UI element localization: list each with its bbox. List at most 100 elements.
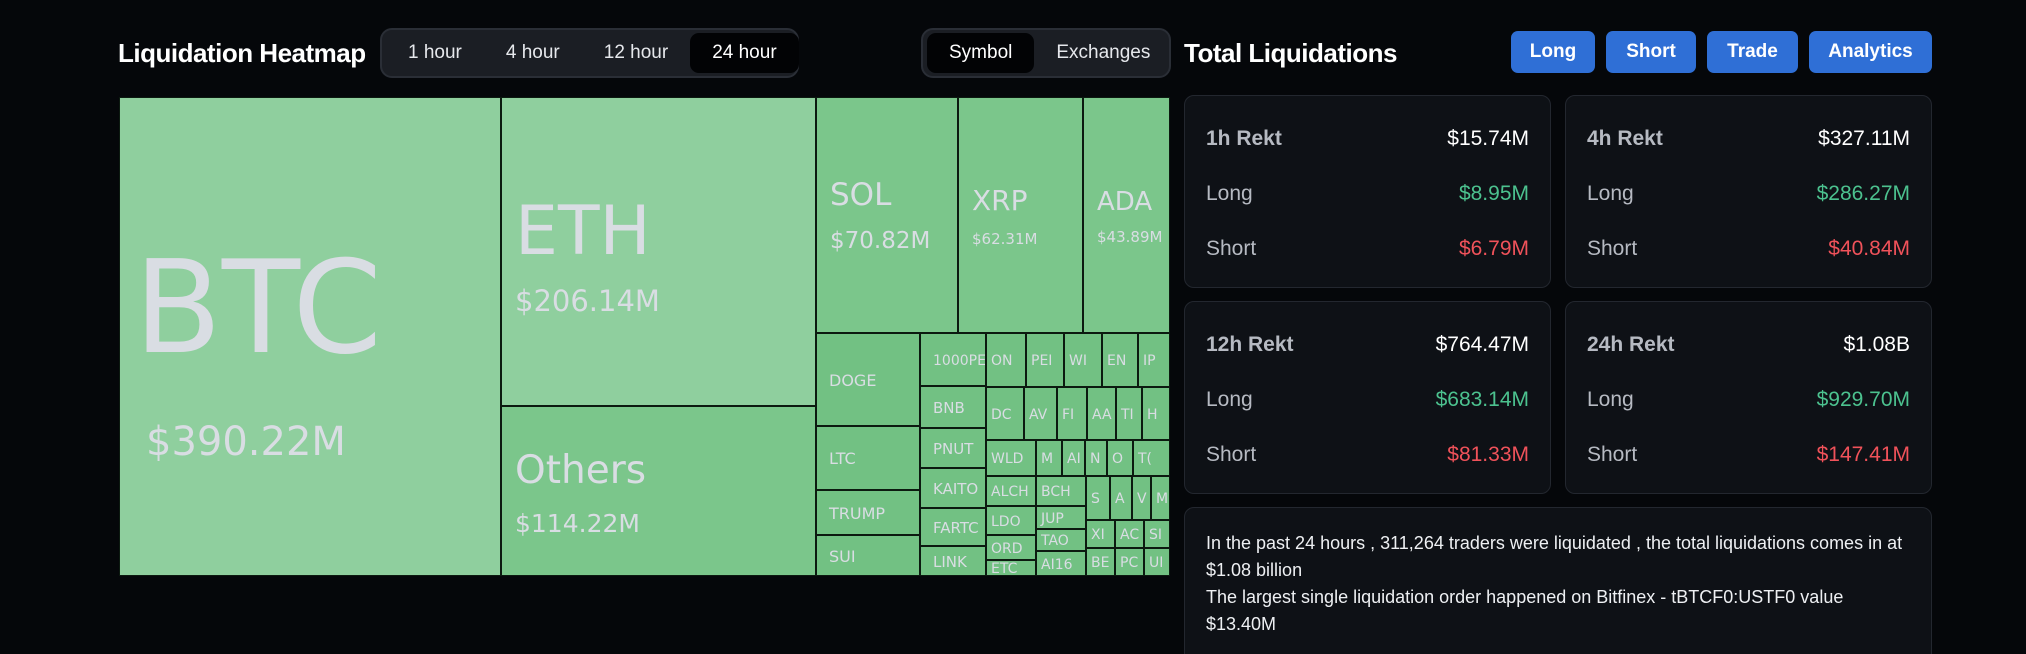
long-label: Long <box>1206 182 1253 205</box>
tile-value: $70.82M <box>830 228 931 254</box>
tile-xrp[interactable]: XRP $62.31M <box>958 97 1083 333</box>
tile-aa[interactable]: AA <box>1087 387 1116 440</box>
tile-symbol: T( <box>1138 451 1153 467</box>
tile-ord[interactable]: ORD <box>986 535 1036 560</box>
tile-ui[interactable]: UI <box>1144 548 1170 576</box>
short-value: $6.79M <box>1458 237 1529 260</box>
tile-symbol: PEI <box>1031 353 1053 369</box>
card-total: $327.11M <box>1818 127 1910 150</box>
tile-symbol: O <box>1112 451 1124 467</box>
view-selector: Symbol Exchanges <box>921 28 1171 78</box>
tile-alch[interactable]: ALCH <box>986 476 1036 506</box>
short-value: $40.84M <box>1828 237 1910 260</box>
tile-fartc[interactable]: FARTC <box>920 508 986 546</box>
tab-symbol[interactable]: Symbol <box>927 33 1035 73</box>
rekt-card-4h: 4h Rekt $327.11M Long $286.27M Short $40.84… <box>1565 95 1932 288</box>
trade-button[interactable]: Trade <box>1707 31 1798 73</box>
tile-m[interactable]: M <box>1036 440 1062 476</box>
tile-si[interactable]: SI <box>1144 520 1170 548</box>
tab-24-hour[interactable]: 24 hour <box>690 33 799 73</box>
tile-ti[interactable]: TI <box>1116 387 1142 440</box>
tile-s[interactable]: S <box>1086 476 1110 520</box>
tile-others[interactable]: Others $114.22M <box>501 406 816 576</box>
tile-symbol: 1000PE <box>933 352 986 369</box>
tile-symbol: AV <box>1029 406 1048 423</box>
tile-m[interactable]: M <box>1151 476 1170 520</box>
tile-trump[interactable]: TRUMP <box>816 490 920 535</box>
card-total: $15.74M <box>1447 127 1529 150</box>
tile-wld[interactable]: WLD <box>986 440 1036 476</box>
tile-o[interactable]: O <box>1107 440 1133 476</box>
tab-12-hour[interactable]: 12 hour <box>603 42 669 63</box>
tile-symbol: DC <box>991 406 1012 423</box>
liquidation-heatmap: BTC $390.22M ETH $206.14M Others $114.22… <box>119 97 1170 576</box>
liquidation-summary: In the past 24 hours , 311,264 traders w… <box>1184 507 1932 654</box>
tile-n[interactable]: N <box>1085 440 1107 476</box>
rekt-card-12h: 12h Rekt $764.47M Long $683.14M Short $81.3… <box>1184 301 1551 494</box>
tile-pei[interactable]: PEI <box>1026 333 1064 387</box>
tile-ai[interactable]: AI <box>1062 440 1085 476</box>
tile-symbol: AC <box>1120 527 1140 543</box>
tile-pc[interactable]: PC <box>1115 548 1144 576</box>
tile-kaito[interactable]: KAITO <box>920 468 986 508</box>
tile-eth[interactable]: ETH $206.14M <box>501 97 816 406</box>
tile-bch[interactable]: BCH <box>1036 476 1086 506</box>
tile-symbol: S <box>1091 491 1100 507</box>
tile-wi[interactable]: WI <box>1064 333 1102 387</box>
long-label: Long <box>1587 182 1634 205</box>
tile-h[interactable]: H <box>1142 387 1170 440</box>
short-label: Short <box>1587 443 1638 466</box>
long-button[interactable]: Long <box>1511 31 1595 73</box>
tile-btc[interactable]: BTC $390.22M <box>119 97 501 576</box>
tile-etc[interactable]: ETC <box>986 560 1036 576</box>
tile-symbol: LTC <box>829 449 856 468</box>
total-liquidations-title: Total Liquidations <box>1184 38 1397 68</box>
tile-fi[interactable]: FI <box>1057 387 1087 440</box>
tile-ac[interactable]: AC <box>1115 520 1144 548</box>
tile-symbol: ALCH <box>991 484 1029 500</box>
tile-ada[interactable]: ADA $43.89M <box>1083 97 1170 333</box>
tile-ai16[interactable]: AI16 <box>1036 551 1086 576</box>
tile-symbol: ORD <box>991 540 1023 557</box>
tile-ldo[interactable]: LDO <box>986 506 1036 535</box>
tile-ltc[interactable]: LTC <box>816 426 920 490</box>
tile-t[interactable]: T( <box>1133 440 1170 476</box>
short-label: Short <box>1206 443 1257 466</box>
tile-symbol: EN <box>1107 353 1127 369</box>
tile-symbol: WLD <box>991 451 1024 467</box>
tile-sol[interactable]: SOL $70.82M <box>816 97 958 333</box>
tile-pnut[interactable]: PNUT <box>920 428 986 468</box>
tile-bnb[interactable]: BNB <box>920 386 986 428</box>
tile-jup[interactable]: JUP <box>1036 506 1086 529</box>
tile-on[interactable]: ON <box>986 333 1026 387</box>
analytics-button[interactable]: Analytics <box>1809 31 1932 73</box>
tile-doge[interactable]: DOGE <box>816 333 920 426</box>
tile-tao[interactable]: TAO <box>1036 529 1086 551</box>
tab-4-hour[interactable]: 4 hour <box>505 42 560 63</box>
short-label: Short <box>1206 237 1257 260</box>
short-button[interactable]: Short <box>1606 31 1696 73</box>
tile-a[interactable]: A <box>1110 476 1132 520</box>
tile-en[interactable]: EN <box>1102 333 1138 387</box>
tile-ip[interactable]: IP <box>1138 333 1170 387</box>
tile-symbol: LINK <box>933 552 967 571</box>
tile-sui[interactable]: SUI <box>816 535 920 576</box>
card-total: $764.47M <box>1435 333 1529 356</box>
tab-1-hour[interactable]: 1 hour <box>408 42 462 63</box>
tile-symbol: DOGE <box>829 370 877 390</box>
tile-symbol: A <box>1115 491 1125 507</box>
rekt-card-1h: 1h Rekt $15.74M Long $8.95M Short $6.79M <box>1184 95 1551 288</box>
tile-symbol: TAO <box>1041 533 1069 549</box>
tile-av[interactable]: AV <box>1024 387 1057 440</box>
tile-be[interactable]: BE <box>1086 548 1115 576</box>
card-label: 1h Rekt <box>1206 127 1282 150</box>
tile-symbol: FI <box>1062 406 1075 423</box>
tile-dc[interactable]: DC <box>986 387 1024 440</box>
tile-link[interactable]: LINK <box>920 546 986 576</box>
tile-xi[interactable]: XI <box>1086 520 1115 548</box>
tile-1000pe[interactable]: 1000PE <box>920 333 986 386</box>
tab-exchanges[interactable]: Exchanges <box>1056 42 1151 63</box>
tile-symbol: ON <box>991 353 1013 369</box>
tile-v[interactable]: V <box>1132 476 1151 520</box>
tile-symbol: AA <box>1092 406 1112 423</box>
